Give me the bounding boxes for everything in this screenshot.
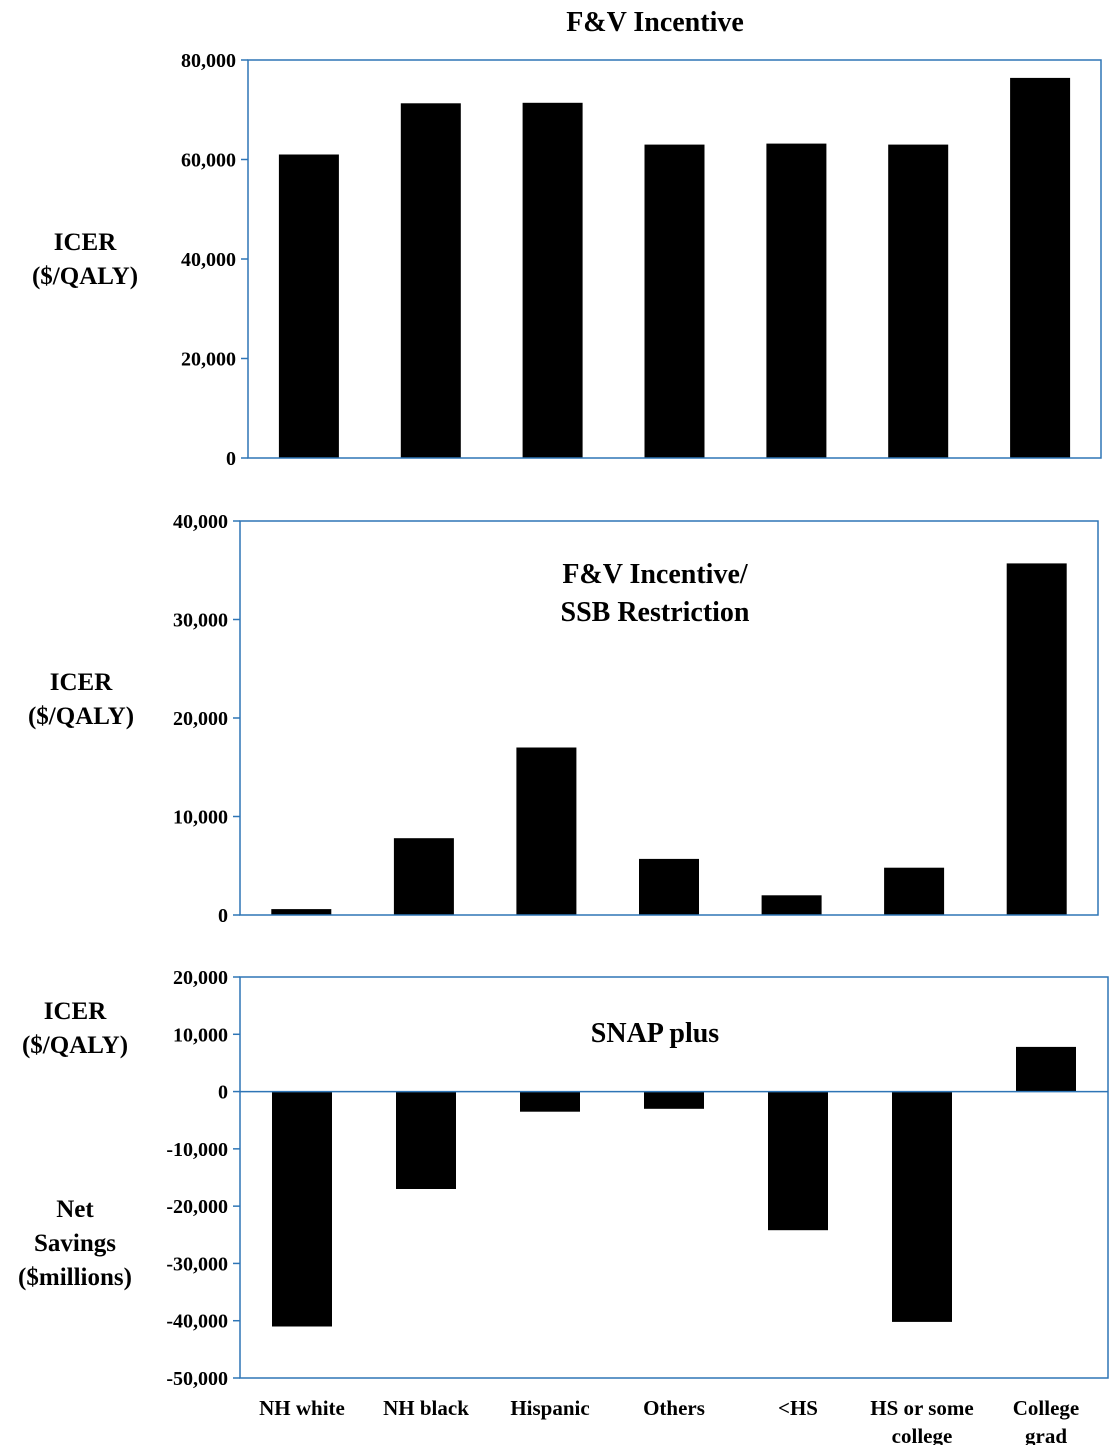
panel-1: 0 20,000 40,000 60,000 80,000 F&V Incentive IC… bbox=[32, 7, 1102, 470]
y-tick-label: 40,000 bbox=[173, 511, 228, 533]
chart-title: F&V Incentive/ bbox=[562, 559, 749, 590]
y-tick-label: 20,000 bbox=[181, 349, 236, 371]
bar-2-5 bbox=[761, 895, 822, 915]
bar-2-3 bbox=[516, 747, 577, 915]
y-tick-label: -50,000 bbox=[166, 1368, 228, 1390]
chart-title: SSB Restriction bbox=[561, 597, 750, 628]
chart-title: F&V Incentive bbox=[566, 7, 744, 38]
y-tick-label: 60,000 bbox=[181, 150, 236, 172]
bar-2-2 bbox=[393, 838, 454, 915]
bar-3-5 bbox=[768, 1091, 828, 1231]
x-tick-label: NH white bbox=[259, 1396, 345, 1420]
bar-2-4 bbox=[639, 858, 699, 915]
y-tick-label: -10,000 bbox=[166, 1139, 228, 1161]
y-tick-label: 80,000 bbox=[181, 50, 236, 72]
x-tick-label: <HS bbox=[778, 1396, 818, 1420]
bar-3-3 bbox=[520, 1091, 580, 1112]
y-axis-label: ICER bbox=[50, 669, 113, 696]
y-tick-label: -30,000 bbox=[166, 1253, 228, 1275]
bar-1-4 bbox=[644, 144, 705, 458]
y-tick-label: 20,000 bbox=[173, 708, 228, 730]
y-axis-label: ICER bbox=[44, 998, 107, 1025]
y-tick-label: 0 bbox=[226, 448, 236, 470]
x-tick-label: College bbox=[1013, 1396, 1079, 1420]
x-tick-label: HS or some bbox=[870, 1396, 973, 1420]
y-axis-label: ($/QALY) bbox=[32, 263, 138, 290]
y-tick-label: 10,000 bbox=[173, 807, 228, 829]
bar-3-1 bbox=[272, 1091, 332, 1327]
y-tick-label: 0 bbox=[218, 905, 228, 927]
y-tick-label: 30,000 bbox=[173, 610, 228, 632]
x-tick-label: Hispanic bbox=[510, 1396, 589, 1420]
bar-1-6 bbox=[888, 144, 949, 458]
x-tick-label: grad bbox=[1025, 1424, 1067, 1445]
y-axis-label-secondary: Net bbox=[56, 1196, 94, 1223]
y-tick-label: -20,000 bbox=[166, 1196, 228, 1218]
bar-1-1 bbox=[278, 154, 339, 458]
x-tick-label: college bbox=[892, 1424, 953, 1445]
bar-1-7 bbox=[1010, 77, 1071, 459]
y-tick-label: 0 bbox=[218, 1082, 228, 1104]
bar-3-7 bbox=[1016, 1046, 1076, 1092]
bar-2-6 bbox=[884, 867, 945, 915]
bar-2-7 bbox=[1006, 563, 1067, 915]
bar-3-2 bbox=[396, 1091, 456, 1189]
y-axis-label: ICER bbox=[54, 229, 117, 256]
y-axis-label: ($/QALY) bbox=[22, 1032, 128, 1059]
plot-frame bbox=[239, 976, 1109, 1379]
bar-1-3 bbox=[522, 102, 583, 459]
y-axis-label: ($/QALY) bbox=[28, 703, 134, 730]
y-tick-label: 10,000 bbox=[173, 1024, 228, 1046]
panel-3: -50,000 -40,000 -30,000 -20,000 -10,000 0 10,0… bbox=[18, 967, 1109, 1445]
bar-1-2 bbox=[400, 103, 461, 459]
x-tick-label: Others bbox=[643, 1396, 705, 1420]
y-tick-label: -40,000 bbox=[166, 1311, 228, 1333]
y-axis-label-secondary: ($millions) bbox=[18, 1264, 132, 1291]
bar-2-1 bbox=[271, 909, 332, 915]
bar-3-4 bbox=[644, 1091, 704, 1109]
y-tick-label: 40,000 bbox=[181, 249, 236, 271]
chart-title: SNAP plus bbox=[591, 1018, 719, 1049]
panel-2: 0 10,000 20,000 30,000 40,000 F&V Incentive/S… bbox=[28, 511, 1099, 927]
bar-3-6 bbox=[892, 1091, 952, 1322]
y-axis-label-secondary: Savings bbox=[34, 1230, 116, 1257]
y-tick-label: 20,000 bbox=[173, 967, 228, 989]
x-tick-label: NH black bbox=[383, 1396, 469, 1420]
bar-1-5 bbox=[766, 143, 827, 458]
